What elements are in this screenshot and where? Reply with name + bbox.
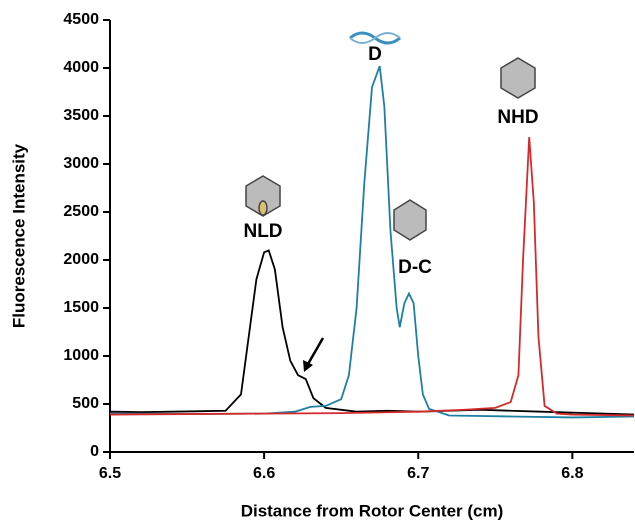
icons — [245, 31, 536, 241]
arrow-head — [303, 360, 313, 372]
y-tick-label: 1500 — [63, 299, 99, 316]
y-tick-label: 0 — [90, 443, 99, 460]
y-tick-label: 4000 — [63, 59, 99, 76]
icon-nld — [245, 175, 281, 217]
y-tick-label: 1000 — [63, 347, 99, 364]
x-tick-label: 6.8 — [561, 465, 583, 482]
y-tick-label: 3000 — [63, 155, 99, 172]
annotation: D — [368, 44, 382, 65]
icon-nld-core — [258, 200, 268, 216]
y-tick-label: 500 — [72, 395, 99, 412]
icon-dna-2 — [349, 32, 401, 44]
y-axis-title: Fluorescence Intensity — [9, 143, 28, 328]
x-axis-title: Distance from Rotor Center (cm) — [241, 501, 504, 520]
y-tick-label: 3500 — [63, 107, 99, 124]
annotation: D-C — [398, 257, 432, 278]
icon-dc — [393, 199, 427, 241]
x-tick-label: 6.6 — [253, 465, 275, 482]
annotation: NHD — [497, 107, 538, 128]
arrow — [303, 337, 325, 372]
y-tick-label: 2500 — [63, 203, 99, 220]
annotation: NLD — [243, 221, 282, 242]
x-tick-label: 6.7 — [407, 465, 429, 482]
arrow-shaft — [306, 337, 325, 365]
y-tick-label: 2000 — [63, 251, 99, 268]
line-series — [109, 65, 635, 419]
x-tick-label: 6.5 — [99, 465, 121, 482]
line-series — [109, 137, 635, 417]
y-tick-label: 4500 — [63, 11, 99, 28]
icon-nhd — [500, 57, 536, 99]
line-series — [109, 249, 635, 416]
